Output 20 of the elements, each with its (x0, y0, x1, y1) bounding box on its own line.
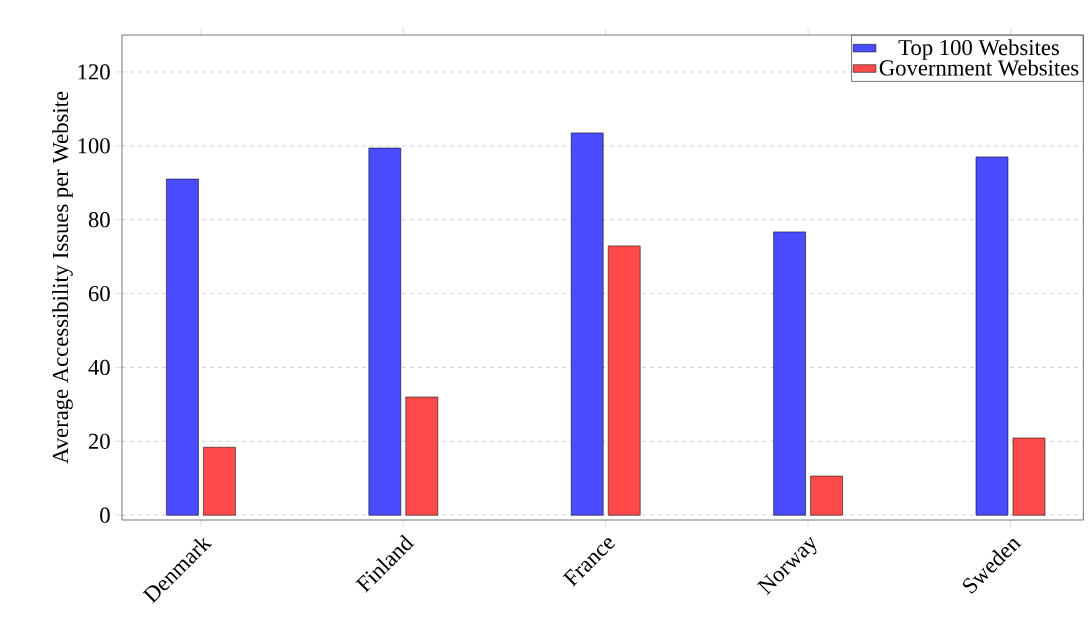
y-tick-label: 80 (88, 212, 110, 228)
bar (368, 147, 402, 516)
bar (1012, 437, 1046, 516)
y-tick-label: 40 (88, 359, 110, 376)
legend-label: Government Websites (879, 59, 1079, 76)
bar (203, 446, 236, 516)
y-tick-label: 120 (78, 64, 110, 80)
y-tick-label: 0 (100, 507, 110, 523)
y-tick-label: 20 (88, 433, 110, 449)
bar (570, 132, 604, 516)
bar (773, 231, 806, 516)
bar (405, 396, 439, 516)
bar (810, 475, 843, 516)
y-axis-title: Average Accessibility Issues per Website (52, 91, 73, 464)
bar (975, 156, 1009, 516)
legend-label: Top 100 Websites (898, 39, 1059, 60)
y-tick-label: 100 (78, 138, 110, 154)
bar (166, 178, 199, 516)
bar (607, 245, 641, 516)
y-tick-label: 60 (88, 285, 110, 302)
